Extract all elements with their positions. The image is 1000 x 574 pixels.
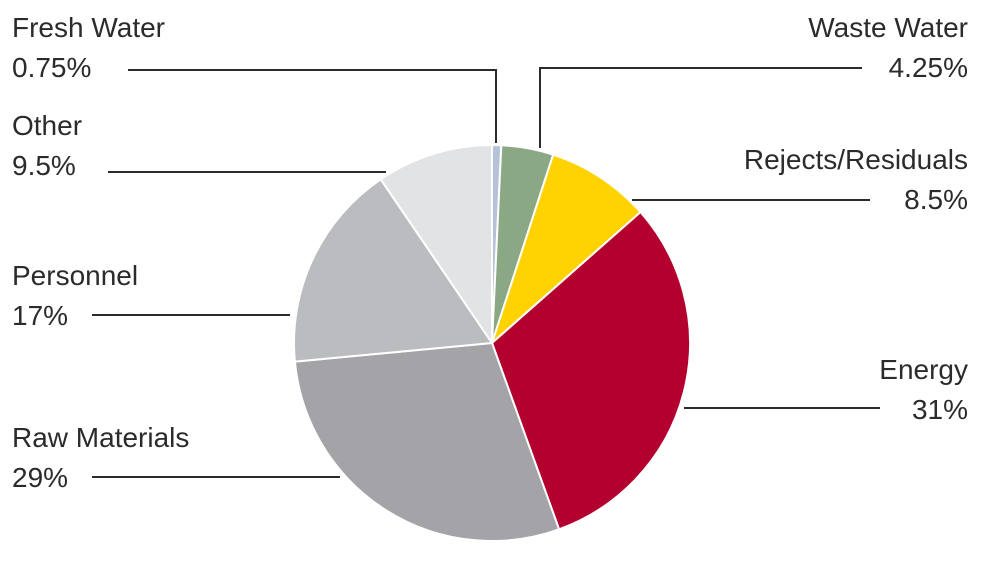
slice-name: Energy [879, 354, 968, 385]
slice-value: 9.5% [12, 150, 76, 181]
pie-slice-rejects-residuals [489, 153, 642, 347]
slice-name: Other [12, 110, 83, 141]
leader-fresh-water [128, 69, 497, 143]
slice-value: 29% [12, 462, 69, 493]
label-raw-materials: Raw Materials 29% [12, 418, 189, 498]
label-other: Other 9.5% [12, 106, 82, 186]
label-fresh-water: Fresh Water 0.75% [12, 8, 165, 88]
pie-slice-personnel [293, 177, 494, 363]
slice-name: Waste Water [808, 12, 968, 43]
slice-name: Fresh Water [12, 12, 165, 43]
slice-name: Raw Materials [12, 422, 190, 453]
slice-name: Personnel [12, 260, 139, 291]
label-energy: Energy 31% [879, 350, 968, 430]
pie-slice-raw-materials [293, 341, 561, 542]
pie-slice-energy [490, 210, 691, 531]
slice-value: 0.75% [12, 52, 92, 83]
slice-value: 8.5% [904, 184, 968, 215]
leader-waste-water [539, 67, 862, 148]
label-rejects-residuals: Rejects/Residuals 8.5% [744, 140, 968, 220]
pie-slice-other [379, 143, 493, 347]
slice-value: 4.25% [888, 52, 968, 83]
slice-value: 17% [12, 300, 69, 331]
label-personnel: Personnel 17% [12, 256, 138, 336]
label-waste-water: Waste Water 4.25% [808, 8, 968, 88]
slice-value: 31% [911, 394, 968, 425]
slice-name: Rejects/Residuals [743, 144, 968, 175]
